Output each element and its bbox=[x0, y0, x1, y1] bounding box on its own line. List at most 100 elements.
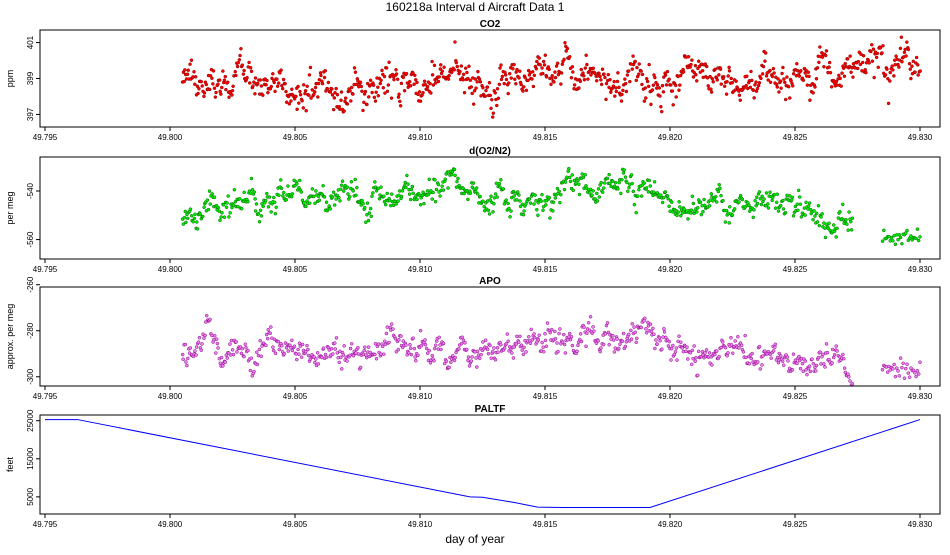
data-point bbox=[890, 64, 894, 68]
data-point bbox=[508, 215, 512, 219]
data-point bbox=[553, 337, 558, 341]
data-point bbox=[253, 76, 258, 80]
data-point bbox=[526, 78, 530, 83]
data-point bbox=[415, 80, 419, 85]
data-point bbox=[264, 332, 269, 337]
data-point bbox=[408, 342, 412, 347]
data-point bbox=[358, 80, 363, 84]
data-point bbox=[368, 78, 373, 83]
data-point bbox=[761, 354, 765, 358]
data-point bbox=[299, 190, 304, 194]
data-point bbox=[447, 365, 451, 370]
data-point bbox=[259, 354, 263, 359]
x-tick-label: 49.825 bbox=[783, 520, 808, 529]
data-point bbox=[688, 350, 693, 355]
data-point bbox=[572, 83, 577, 87]
data-point bbox=[843, 61, 847, 66]
y-axis-title: ppm bbox=[5, 70, 15, 88]
data-point bbox=[507, 81, 511, 85]
data-point bbox=[354, 82, 359, 87]
data-point bbox=[227, 95, 231, 99]
data-point bbox=[576, 340, 581, 345]
data-point bbox=[892, 362, 896, 367]
data-point bbox=[219, 215, 223, 219]
data-point bbox=[196, 91, 200, 96]
data-point bbox=[690, 58, 694, 62]
data-point bbox=[674, 346, 679, 350]
data-point bbox=[696, 206, 700, 210]
data-point bbox=[180, 352, 185, 357]
data-point bbox=[425, 189, 430, 193]
data-point bbox=[646, 320, 650, 325]
data-point bbox=[685, 345, 689, 349]
data-point bbox=[313, 201, 317, 206]
data-point bbox=[642, 181, 647, 185]
data-point bbox=[756, 360, 760, 364]
data-point bbox=[848, 379, 852, 383]
data-point bbox=[198, 212, 202, 216]
data-point bbox=[613, 346, 618, 350]
data-point bbox=[277, 347, 282, 352]
data-point bbox=[488, 343, 492, 348]
data-point bbox=[383, 202, 388, 207]
data-point bbox=[761, 64, 766, 69]
data-point bbox=[349, 180, 354, 184]
data-point bbox=[649, 102, 653, 107]
data-point bbox=[649, 329, 654, 334]
x-tick-label: 49.805 bbox=[283, 520, 308, 529]
data-point bbox=[271, 72, 275, 76]
data-point bbox=[369, 214, 374, 219]
data-point bbox=[682, 207, 686, 211]
data-point bbox=[536, 200, 541, 205]
data-point bbox=[701, 353, 705, 357]
data-point bbox=[744, 83, 748, 88]
data-point bbox=[185, 363, 189, 368]
data-point bbox=[199, 348, 204, 352]
data-point bbox=[625, 180, 629, 185]
data-point bbox=[517, 193, 521, 197]
data-point bbox=[433, 199, 438, 204]
data-point bbox=[713, 352, 717, 357]
data-point bbox=[577, 86, 581, 90]
data-point bbox=[280, 86, 285, 91]
data-point bbox=[238, 196, 242, 201]
data-point bbox=[183, 342, 188, 347]
data-point bbox=[207, 87, 212, 92]
data-point bbox=[389, 322, 394, 326]
data-point bbox=[515, 67, 519, 72]
data-point bbox=[399, 194, 404, 199]
data-point bbox=[281, 190, 286, 195]
data-point bbox=[722, 84, 727, 89]
data-point bbox=[290, 192, 295, 196]
data-point bbox=[447, 73, 451, 78]
data-point bbox=[915, 368, 920, 373]
data-point bbox=[597, 71, 601, 76]
data-point bbox=[503, 73, 508, 77]
data-point bbox=[272, 195, 276, 200]
data-point bbox=[360, 89, 364, 94]
data-point bbox=[578, 332, 583, 336]
data-point bbox=[282, 352, 287, 356]
data-point bbox=[678, 205, 682, 209]
data-point bbox=[406, 182, 410, 186]
data-point bbox=[253, 197, 257, 201]
data-point bbox=[348, 346, 353, 351]
data-point bbox=[230, 205, 234, 210]
data-point bbox=[896, 369, 900, 373]
data-point bbox=[902, 50, 907, 55]
data-point bbox=[583, 173, 587, 177]
x-tick-label: 49.825 bbox=[783, 265, 808, 274]
data-point bbox=[466, 355, 471, 359]
data-point bbox=[362, 345, 367, 349]
data-point bbox=[596, 187, 601, 191]
data-point bbox=[736, 334, 740, 339]
data-point bbox=[471, 181, 476, 185]
data-point bbox=[560, 62, 565, 67]
data-point bbox=[501, 187, 506, 191]
data-point bbox=[271, 348, 276, 353]
data-point bbox=[391, 327, 395, 331]
data-point bbox=[361, 352, 366, 357]
data-point bbox=[281, 194, 285, 198]
data-point bbox=[475, 349, 480, 354]
